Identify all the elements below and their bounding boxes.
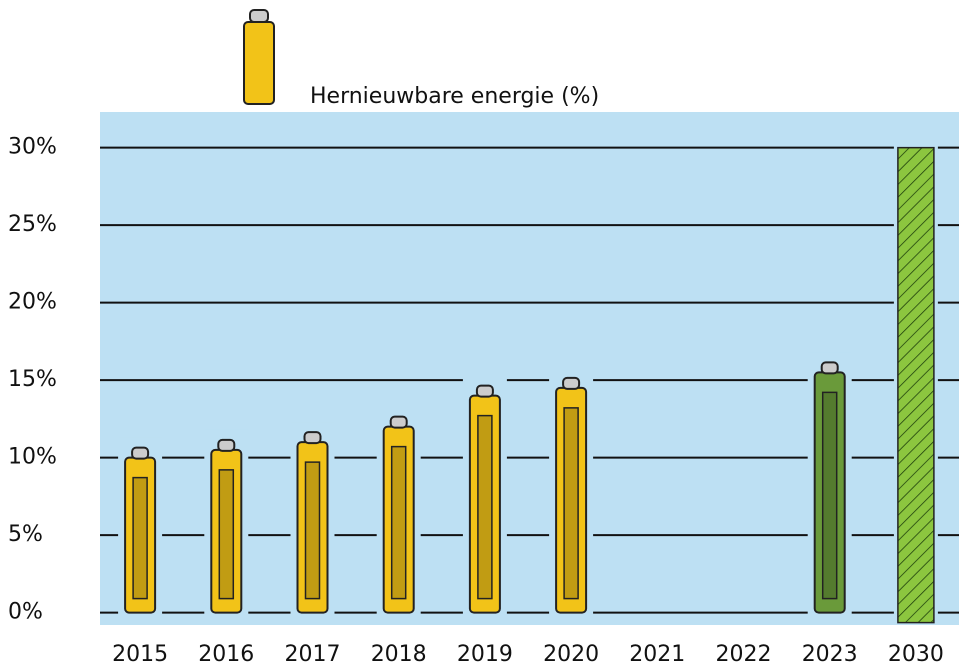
y-tick-label: 10% [8,445,57,470]
y-tick-label: 20% [8,290,57,315]
x-tick-label: 2020 [543,642,599,667]
x-tick-label: 2030 [888,642,944,667]
bar-shade [392,447,406,599]
x-tick-label: 2015 [112,642,168,667]
x-tick-label: 2017 [285,642,341,667]
x-tick-label: 2018 [371,642,427,667]
battery-cap [563,378,579,389]
x-tick-label: 2022 [716,642,772,667]
legend-label: Hernieuwbare energie (%) [310,84,599,109]
x-tick-label: 2019 [457,642,513,667]
y-tick-label: 25% [8,212,57,237]
y-tick-label: 0% [8,600,43,625]
battery-cap [132,448,148,459]
y-tick-label: 5% [8,522,43,547]
bar-shade [478,416,492,599]
legend-icon-cap [250,10,268,22]
bar [898,148,934,623]
battery-cap [305,432,321,443]
bar-shade [306,462,320,598]
x-tick-label: 2016 [198,642,254,667]
bar-shade [219,470,233,599]
y-tick-label: 15% [8,367,57,392]
battery-cap [477,386,493,397]
bar-shade [133,478,147,599]
battery-cap [391,417,407,428]
bar-shade [564,408,578,599]
bar-shade [823,392,837,598]
legend-icon [244,22,274,104]
y-tick-label: 30% [8,135,57,160]
battery-cap [822,362,838,373]
battery-cap [218,440,234,451]
chart: 0% 5% 10% 15% 20% 25% 30% Hernieuwbare energie … [0,0,961,672]
x-tick-label: 2023 [802,642,858,667]
x-tick-label: 2021 [629,642,685,667]
